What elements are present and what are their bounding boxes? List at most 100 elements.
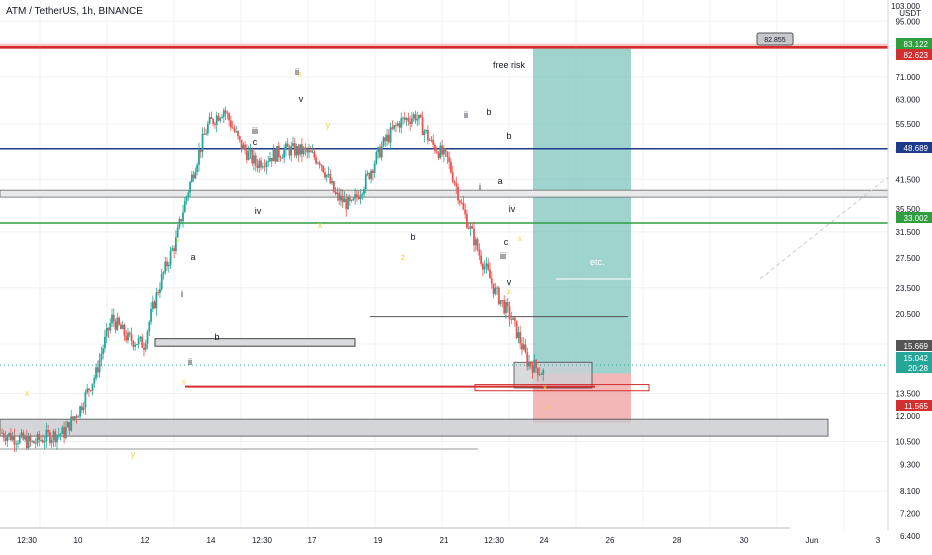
price-tick: 27.500 <box>896 254 921 263</box>
candle <box>73 416 76 419</box>
candle <box>299 144 302 155</box>
candle <box>517 332 520 338</box>
candle <box>56 435 58 443</box>
candle <box>1 432 3 434</box>
candle <box>428 140 431 142</box>
time-tick: 12:30 <box>17 536 38 545</box>
candle <box>269 158 271 162</box>
candle <box>409 121 412 124</box>
candle <box>22 432 25 440</box>
stop-box <box>474 384 650 392</box>
candle <box>506 302 509 307</box>
candle <box>109 323 112 331</box>
candle <box>214 123 216 125</box>
candle <box>41 440 44 443</box>
time-tick: 12 <box>141 536 150 545</box>
price-tag <box>896 362 932 373</box>
candle <box>276 146 278 162</box>
candle <box>245 150 248 160</box>
candle <box>107 327 110 331</box>
candle <box>54 431 57 443</box>
price-tag-text: 83.122 <box>904 40 929 49</box>
candle <box>49 432 51 444</box>
candle <box>93 377 96 384</box>
candle <box>144 343 147 350</box>
candle <box>366 173 369 175</box>
candle <box>208 116 211 124</box>
price-tag <box>896 352 932 363</box>
candle <box>33 440 35 444</box>
candle <box>57 434 60 436</box>
wave-label: y <box>326 120 331 130</box>
time-tick: Jun <box>806 536 819 545</box>
candle <box>231 127 234 129</box>
candle <box>455 183 458 187</box>
candle <box>84 392 87 408</box>
price-tag-text: 15.669 <box>904 342 929 351</box>
candle <box>396 123 399 126</box>
wave-label: i <box>181 289 183 299</box>
candle <box>98 359 101 373</box>
candle <box>153 301 156 309</box>
candle <box>448 157 451 163</box>
candle <box>201 133 204 152</box>
candle <box>150 309 152 322</box>
candle <box>332 181 335 192</box>
candle <box>412 114 415 119</box>
wave-label: v <box>299 94 304 104</box>
candle <box>100 353 103 360</box>
candle <box>194 172 197 179</box>
candle <box>169 250 172 265</box>
candle <box>47 429 50 433</box>
candle <box>373 163 376 173</box>
candle <box>480 255 483 264</box>
candle <box>311 151 314 153</box>
candle <box>380 145 383 158</box>
candle <box>36 434 39 444</box>
candle <box>235 131 238 133</box>
time-tick: 19 <box>374 536 383 545</box>
candle <box>277 146 280 158</box>
candle <box>267 161 270 163</box>
candle <box>52 431 55 440</box>
price-tag-text: 82.623 <box>904 51 929 60</box>
candle <box>119 324 122 330</box>
candle <box>164 261 167 273</box>
candle <box>20 432 23 437</box>
candle <box>363 189 365 195</box>
wave-label: x <box>318 220 323 230</box>
candle <box>338 192 341 201</box>
candle <box>27 436 30 449</box>
candle <box>80 406 83 411</box>
candle <box>419 114 422 118</box>
candle <box>210 116 213 119</box>
candle <box>91 383 94 391</box>
candle <box>38 434 41 441</box>
candle <box>105 327 108 337</box>
candle <box>485 263 488 267</box>
candle <box>45 429 48 442</box>
candle <box>151 301 154 310</box>
candle <box>178 219 181 228</box>
candle <box>435 151 438 153</box>
candle <box>198 149 200 165</box>
candle <box>226 113 229 114</box>
candle <box>512 317 514 320</box>
wave-label: iv <box>509 204 516 214</box>
candle <box>458 200 461 203</box>
candle <box>356 194 358 197</box>
candle <box>386 134 388 142</box>
candle <box>540 374 543 375</box>
price-tag-text: 15.042 <box>904 354 929 363</box>
candle <box>473 228 475 246</box>
time-tick: 12:30 <box>484 536 505 545</box>
candle <box>189 182 191 193</box>
candle <box>322 165 325 173</box>
candle <box>205 133 207 135</box>
candle <box>157 292 160 294</box>
candle <box>451 172 454 182</box>
candle <box>395 125 397 126</box>
candle <box>130 334 133 342</box>
